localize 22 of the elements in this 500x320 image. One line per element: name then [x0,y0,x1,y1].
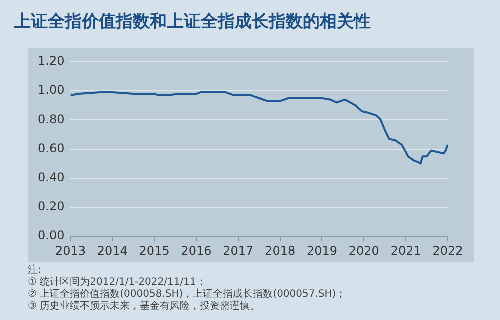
x-tick-label: 2013 [55,244,86,258]
y-tick-label: 0.60 [38,141,65,156]
x-tick-label: 2018 [265,244,296,258]
text: 注: [28,265,42,276]
x-tick-label: 2017 [223,244,254,258]
x-tick-label: 2015 [139,244,170,258]
y-tick-label: 0.20 [38,200,65,214]
text: ① 统计区间为2012/1/1-2022/11/11； [28,277,208,288]
x-tick-label: 2021 [390,244,422,258]
y-tick-label: 0.80 [38,112,65,126]
y-tick-label: 0.40 [38,170,65,185]
y-tick-label: 1.00 [38,83,65,98]
y-tick-label: 0.00 [38,228,65,243]
text: ② 上证全指价值指数(000058.SH)，上证全指成长指数(000057.SH)； [28,289,346,300]
chart-title: 上证全指价值指数和上证全指成长指数的相关性 [14,11,371,33]
x-tick-label: 2020 [348,244,380,258]
x-tick-label: 2022 [432,244,464,258]
x-tick-label: 2014 [97,244,128,258]
x-tick-label: 2016 [181,244,212,258]
y-tick-label: 1.20 [38,54,65,68]
x-tick-label: 2019 [306,244,338,258]
text: ③ 历史业绩不预示未来，基金有风险，投资需谨慎。 [28,301,262,313]
